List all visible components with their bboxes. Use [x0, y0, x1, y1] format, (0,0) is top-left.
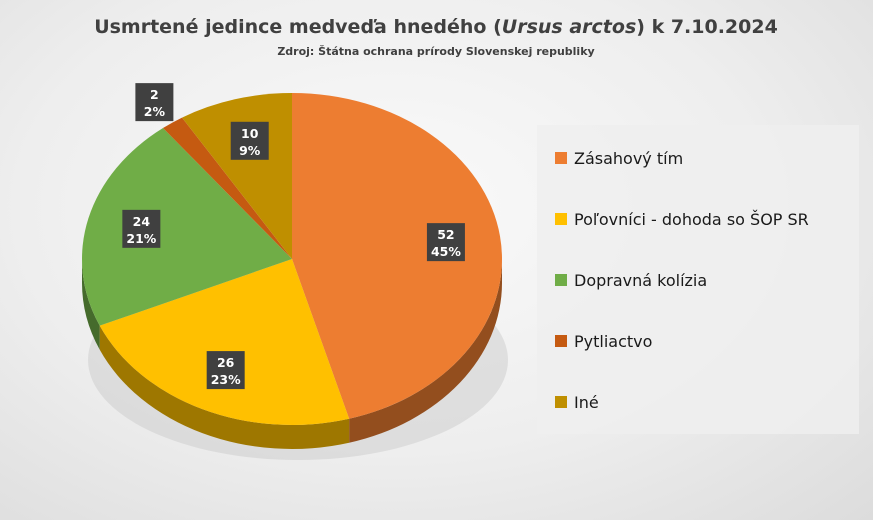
data-label-percent: 9% — [239, 143, 261, 158]
legend-label: Poľovníci - dohoda so ŠOP SR — [574, 210, 809, 229]
legend-item: Dopravná kolízia — [555, 271, 707, 290]
pie-slice — [82, 128, 293, 326]
pie-slice — [163, 117, 292, 259]
data-label-value: 52 — [437, 227, 454, 242]
data-label-box — [135, 83, 174, 122]
legend-swatch — [555, 213, 567, 225]
data-label-value: 24 — [133, 214, 151, 229]
chart-subtitle: Zdroj: Štátna ochrana prírody Slovenskej… — [277, 45, 594, 58]
data-label-box — [122, 209, 161, 248]
pie-slice — [292, 93, 502, 419]
data-label-percent: 21% — [126, 231, 156, 246]
pie-side-wall — [82, 259, 100, 350]
chart-title: Usmrtené jedince medveďa hnedého (Ursus … — [94, 16, 778, 38]
data-label-box — [426, 223, 465, 262]
legend-label: Dopravná kolízia — [574, 271, 707, 290]
data-label-percent: 2% — [144, 104, 166, 119]
pie-depth — [82, 259, 502, 449]
data-label-percent: 23% — [211, 372, 241, 387]
pie-side-wall — [349, 259, 502, 443]
data-label-value: 2 — [150, 87, 159, 102]
legend-label: Pytliactvo — [574, 332, 652, 351]
data-label: 22% — [135, 83, 174, 122]
data-label-box — [230, 121, 269, 160]
data-label-value: 26 — [217, 355, 235, 370]
legend: Zásahový tím Poľovníci - dohoda so ŠOP SR… — [555, 149, 809, 412]
legend-swatch — [555, 274, 567, 286]
legend-item: Zásahový tím — [555, 149, 683, 168]
legend-item: Iné — [555, 393, 599, 412]
pie-slice — [99, 259, 350, 425]
legend-item: Pytliactvo — [555, 332, 652, 351]
legend-label: Iné — [574, 393, 599, 412]
legend-swatch — [555, 335, 567, 347]
data-label-value: 10 — [241, 126, 259, 141]
data-label-box — [206, 351, 245, 390]
legend-swatch — [555, 396, 567, 408]
legend-box — [537, 125, 859, 434]
data-label-percent: 45% — [431, 244, 461, 259]
legend-swatch — [555, 152, 567, 164]
legend-item: Poľovníci - dohoda so ŠOP SR — [555, 210, 809, 229]
legend-label: Zásahový tím — [574, 149, 683, 168]
pie-side-wall — [99, 325, 350, 449]
data-label: 109% — [230, 121, 269, 160]
